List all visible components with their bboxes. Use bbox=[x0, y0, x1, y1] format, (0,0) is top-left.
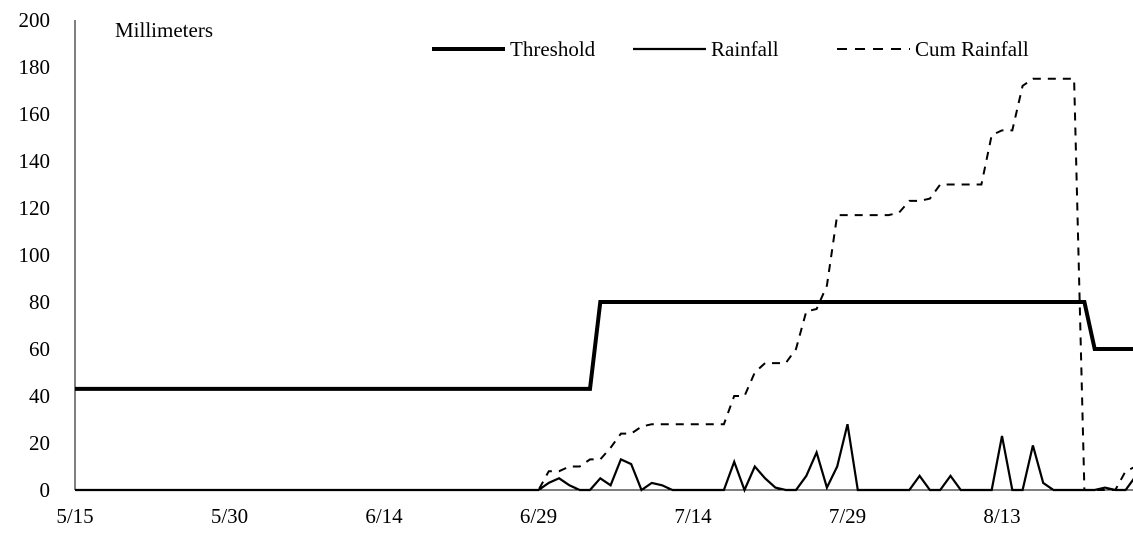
x-tick-label-6-29: 6/29 bbox=[520, 504, 557, 528]
series-lines bbox=[75, 77, 1133, 493]
x-tick-label-5-15: 5/15 bbox=[56, 504, 93, 528]
y-axis-unit-label: Millimeters bbox=[115, 18, 213, 42]
legend: Threshold Rainfall Cum Rainfall bbox=[432, 37, 1029, 61]
x-tick-label-7-29: 7/29 bbox=[829, 504, 866, 528]
y-tick-label-0: 0 bbox=[40, 478, 51, 502]
series-line-cum-rainfall bbox=[75, 77, 1133, 491]
x-tick-label-5-30: 5/30 bbox=[211, 504, 248, 528]
y-tick-label-100: 100 bbox=[19, 243, 51, 267]
y-tick-label-60: 60 bbox=[29, 337, 50, 361]
y-tick-label-20: 20 bbox=[29, 431, 50, 455]
y-tick-label-80: 80 bbox=[29, 290, 50, 314]
legend-label-threshold: Threshold bbox=[510, 37, 596, 61]
legend-label-rainfall: Rainfall bbox=[711, 37, 779, 61]
y-tick-label-140: 140 bbox=[19, 149, 51, 173]
y-tick-label-40: 40 bbox=[29, 384, 50, 408]
series-line-threshold bbox=[75, 300, 1133, 391]
x-tick-labels: 5/155/306/146/297/147/298/138/289/129/27… bbox=[56, 504, 1020, 528]
y-tick-label-160: 160 bbox=[19, 102, 51, 126]
x-tick-label-6-14: 6/14 bbox=[365, 504, 403, 528]
series-line-rainfall bbox=[75, 423, 1133, 493]
x-tick-label-7-14: 7/14 bbox=[674, 504, 712, 528]
y-tick-labels: 0 20 40 60 80 100 120 140 160 180 200 bbox=[19, 8, 51, 502]
y-tick-label-200: 200 bbox=[19, 8, 51, 32]
y-tick-label-180: 180 bbox=[19, 55, 51, 79]
y-tick-label-120: 120 bbox=[19, 196, 51, 220]
x-tick-label-8-13: 8/13 bbox=[983, 504, 1020, 528]
legend-label-cum-rainfall: Cum Rainfall bbox=[915, 37, 1029, 61]
